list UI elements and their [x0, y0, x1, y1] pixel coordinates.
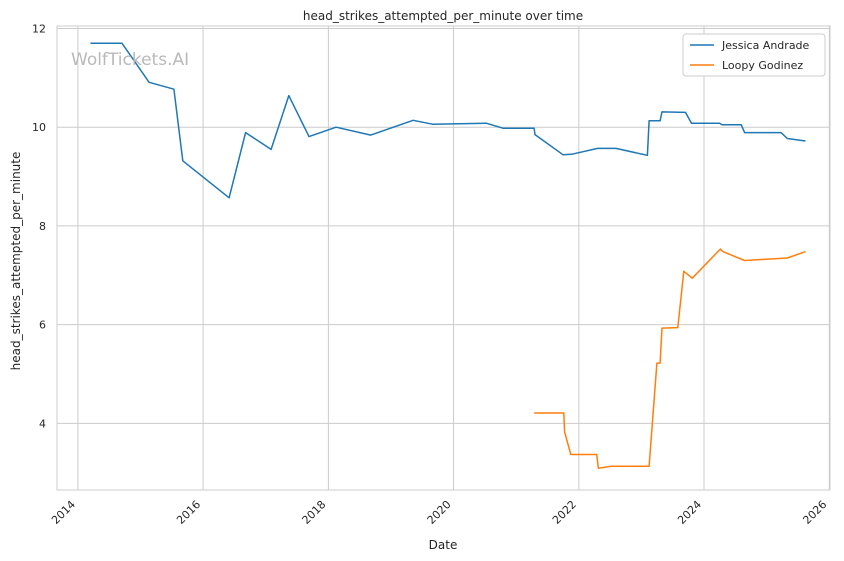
axis-ticks: 2014 2016 2018 2020 2022 2024 2026 4 6 8 10 12	[32, 22, 829, 526]
grid	[57, 26, 830, 490]
x-axis-label: Date	[429, 538, 458, 552]
x-tick-label: 2022	[550, 498, 579, 527]
series-lines	[90, 42, 806, 470]
x-tick-label: 2018	[300, 498, 329, 527]
y-tick-label: 6	[39, 319, 46, 332]
y-axis-label: head_strikes_attempted_per_minute	[9, 152, 23, 371]
series-line-jessica-andrade	[90, 42, 806, 199]
legend: Jessica Andrade Loopy Godinez	[682, 33, 826, 77]
x-tick-label: 2026	[800, 498, 829, 527]
y-tick-label: 4	[39, 417, 46, 430]
legend-label-loopy-godinez: Loopy Godinez	[722, 59, 803, 72]
plot-area-frame	[56, 25, 831, 491]
y-tick-label: 8	[39, 220, 46, 233]
x-tick-label: 2024	[675, 498, 704, 527]
legend-box	[682, 33, 826, 77]
x-tick-label: 2016	[174, 498, 203, 527]
watermark: WolfTickets.AI	[71, 50, 189, 70]
chart-title: head_strikes_attempted_per_minute over t…	[303, 9, 583, 23]
x-tick-label: 2020	[425, 498, 454, 527]
legend-label-jessica-andrade: Jessica Andrade	[721, 39, 810, 52]
y-tick-label: 10	[32, 121, 46, 134]
y-tick-label: 12	[32, 22, 46, 35]
x-tick-label: 2014	[49, 498, 78, 527]
series-line-loopy-godinez	[534, 248, 806, 470]
